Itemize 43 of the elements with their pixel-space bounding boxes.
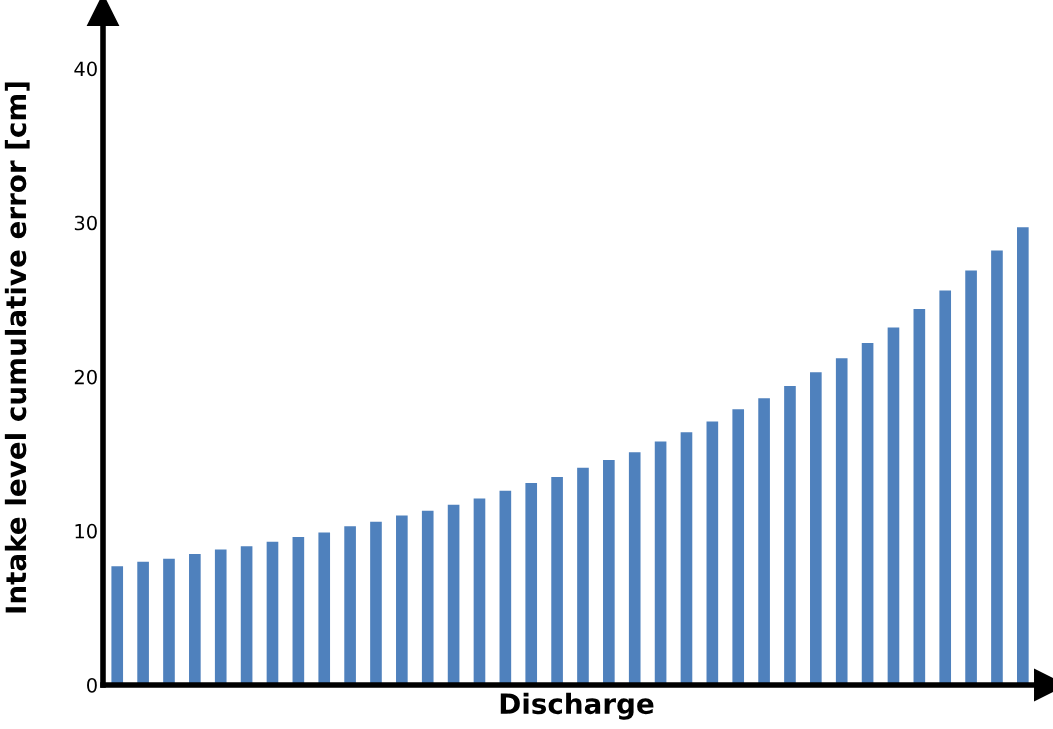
x-axis-title: Discharge (500, 692, 654, 720)
bar (887, 327, 900, 685)
bar (628, 452, 641, 685)
bar (577, 467, 589, 685)
bar (421, 510, 434, 685)
bar (189, 554, 201, 685)
bar (603, 460, 615, 685)
bar (137, 561, 149, 685)
bar (396, 515, 408, 685)
bar (525, 483, 538, 685)
bar (499, 490, 512, 685)
bar (835, 358, 848, 685)
y-axis-title: Intake level cumulative error [cm] (4, 82, 30, 613)
bar (939, 290, 952, 685)
bar (758, 398, 770, 685)
bar (447, 504, 460, 685)
y-tick-label: 10 (75, 523, 97, 539)
bar (965, 270, 977, 685)
bar (654, 441, 667, 685)
bar (913, 308, 926, 685)
bar (214, 549, 227, 685)
bar (551, 476, 563, 685)
bar (292, 537, 305, 685)
bar (732, 409, 745, 685)
bar (163, 558, 175, 685)
bar (1017, 227, 1029, 685)
bar (266, 541, 279, 685)
bar (473, 498, 486, 685)
y-tick-label: 20 (74, 369, 97, 385)
bar (991, 250, 1003, 685)
bar (318, 532, 331, 685)
y-tick-label: 40 (74, 61, 97, 77)
bar (680, 432, 693, 685)
y-tick-label: 30 (74, 215, 97, 231)
y-tick-label: 0 (87, 677, 97, 693)
bar (344, 526, 356, 685)
bar (784, 386, 796, 685)
bar (861, 342, 874, 685)
bar (706, 421, 719, 685)
bar (111, 566, 124, 685)
bar (240, 546, 253, 685)
bar (370, 521, 382, 685)
bar (810, 372, 822, 685)
